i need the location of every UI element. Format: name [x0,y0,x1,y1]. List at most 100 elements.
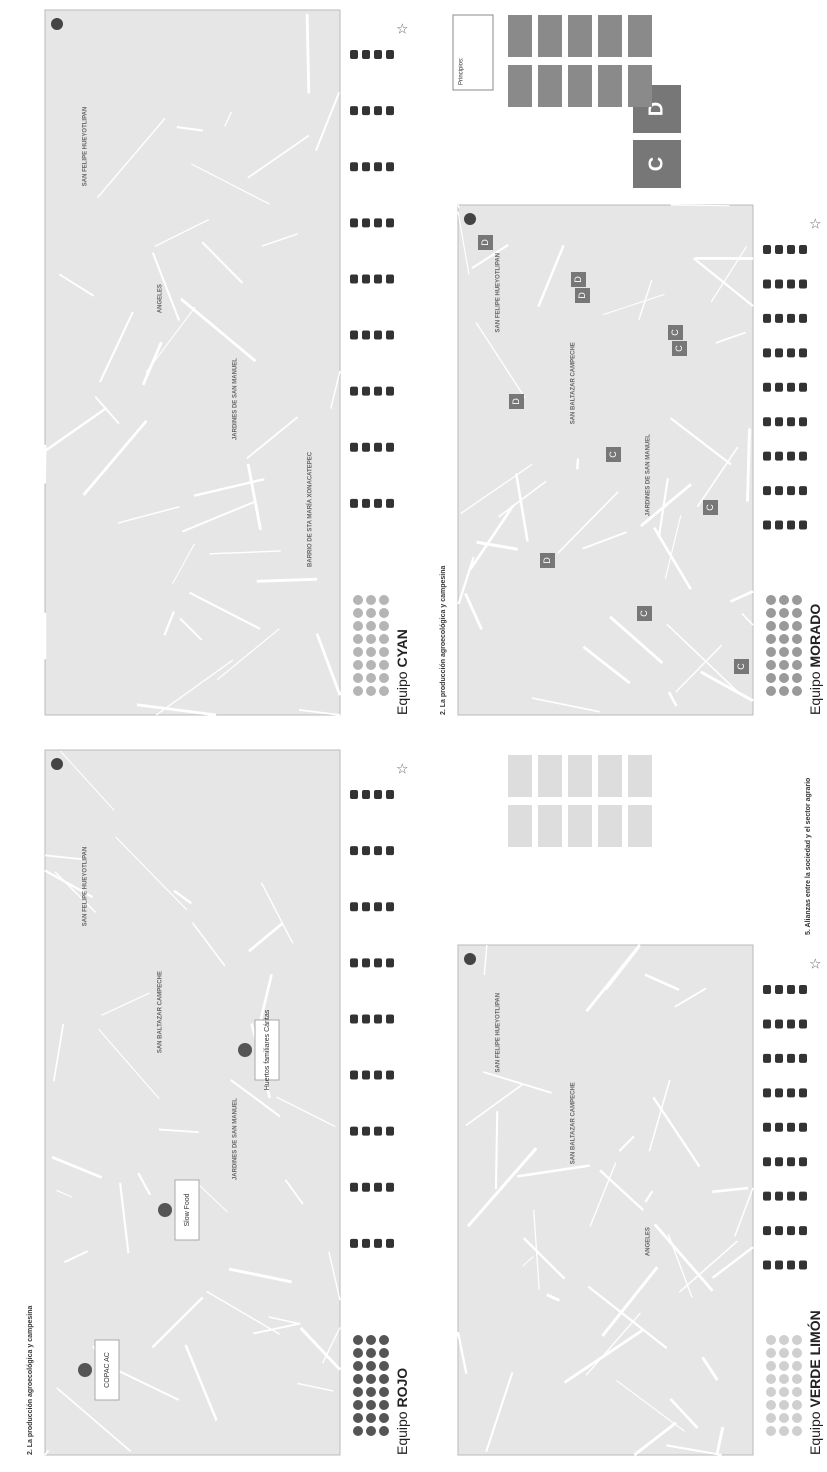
road [96,117,166,199]
icon [362,218,370,228]
map-callout [174,1179,200,1241]
road [52,1023,65,1082]
road [136,703,217,717]
road [599,1169,644,1211]
road [601,1266,659,1337]
icon [775,1088,783,1098]
icon [374,218,382,228]
progress-dot [779,634,789,644]
icon [350,162,358,172]
place-label: ANGELES [646,1227,652,1256]
icon [374,498,382,508]
icon [386,330,394,340]
map-marker [571,272,586,287]
progress-dot [353,595,363,605]
progress-dot [766,660,776,670]
card [538,805,562,847]
icon [787,1226,795,1236]
road [557,491,619,554]
icon [362,498,370,508]
road [101,992,150,1016]
progress-dot [779,673,789,683]
place-label: SAN BALTAZAR CAMPECHE [571,342,577,424]
road [173,889,192,905]
icon [775,279,783,289]
progress-dot [792,660,802,670]
road [261,233,299,247]
road [151,252,181,321]
map-marker [540,553,555,568]
star-icon: ☆ [396,761,409,777]
progress-dot [766,686,776,696]
icon [386,1070,394,1080]
map-marker-label: D [577,292,587,299]
road [475,322,526,399]
icon [362,1238,370,1248]
icon [775,417,783,427]
icon [350,218,358,228]
road [675,644,723,693]
road [701,1356,719,1381]
road [163,611,175,636]
icon [362,330,370,340]
road [710,246,747,303]
icon [362,162,370,172]
road [119,1370,180,1401]
road [230,1079,281,1118]
road [94,396,120,425]
road [531,697,600,713]
road [330,370,341,409]
road [667,691,678,707]
icon [799,382,807,392]
icon [775,1053,783,1063]
progress-dot [779,1374,789,1384]
icon [362,958,370,968]
progress-dot [779,1348,789,1358]
progress-dot [366,1335,376,1345]
progress-dot [353,1426,363,1436]
progress-dot [379,1361,389,1371]
icon [362,1126,370,1136]
icon [350,50,358,59]
icon [775,1122,783,1132]
road [59,750,115,811]
road [666,623,739,693]
icon [799,417,807,427]
progress-dot [366,686,376,696]
icon [362,790,370,799]
progress-dot [766,1374,776,1384]
road [638,279,653,320]
progress-dot [353,634,363,644]
team-label: Equipo CYAN [394,629,410,715]
road [644,973,680,991]
icon [362,1014,370,1024]
progress-dot [779,660,789,670]
icon [775,1019,783,1029]
progress-dot [779,1426,789,1436]
map-control [464,213,476,225]
road [537,244,565,308]
note-text: Principios: [459,57,465,85]
icon [763,985,771,994]
icon [386,386,394,396]
icon [386,218,394,228]
icon [374,790,382,799]
progress-dot [353,1387,363,1397]
icon [386,106,394,116]
icon [787,1157,795,1167]
card [538,755,562,797]
road [734,1187,754,1237]
icon [763,1053,771,1063]
road [585,1312,641,1376]
road [460,463,533,515]
road [745,428,752,502]
road [297,1382,334,1392]
progress-dot [792,1374,802,1384]
road [483,1071,552,1094]
icon [775,348,783,358]
road [715,1426,725,1456]
progress-dot [792,1348,802,1358]
note-box [452,14,494,91]
card [598,65,622,107]
road [189,591,261,630]
